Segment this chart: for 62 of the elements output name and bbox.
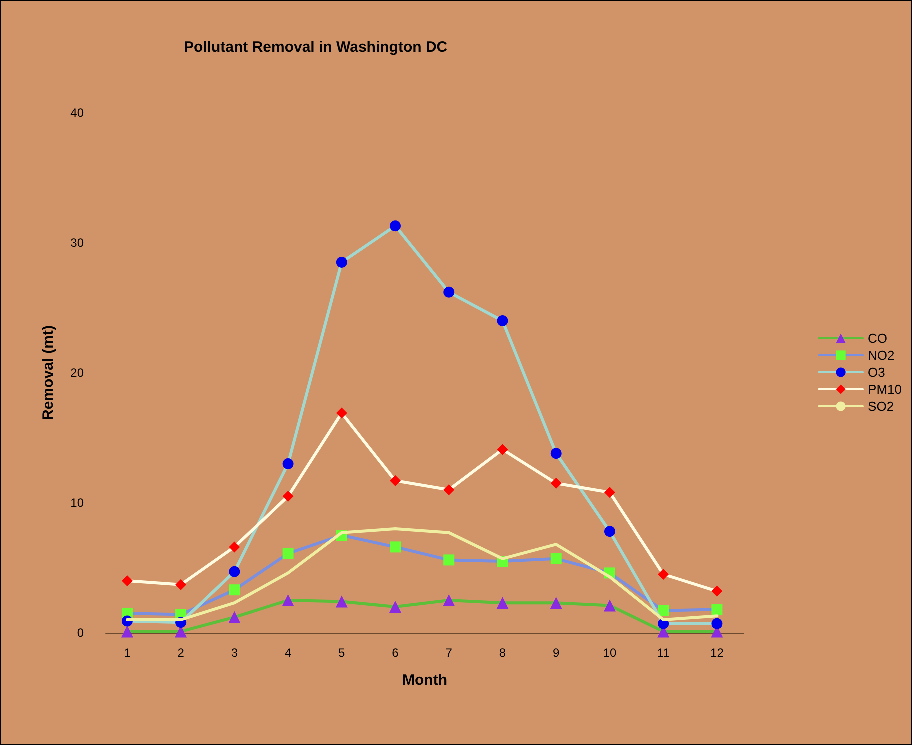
y-axis-title: Removal (mt)	[40, 325, 57, 421]
point	[282, 594, 294, 606]
point	[390, 475, 402, 486]
legend-label: NO2	[868, 348, 895, 363]
point	[712, 604, 723, 616]
point	[443, 594, 456, 606]
x-tick-label: 10	[603, 646, 617, 660]
y-tick-label: 20	[70, 366, 84, 380]
x-tick-label: 12	[710, 646, 724, 660]
point	[604, 600, 616, 612]
point	[282, 548, 294, 560]
point	[336, 257, 348, 268]
x-tick-label: 4	[284, 646, 292, 660]
y-tick-label: 30	[70, 236, 84, 250]
point	[712, 618, 723, 630]
x-tick-label: 8	[499, 646, 506, 660]
point	[444, 554, 455, 566]
point	[229, 542, 240, 553]
point	[229, 566, 240, 578]
point	[121, 626, 134, 638]
chart-title: Pollutant Removal in Washington DC	[184, 39, 448, 56]
point	[390, 601, 402, 613]
legend-label: CO	[868, 331, 888, 346]
legend-label: PM10	[868, 382, 902, 397]
x-tick-label: 3	[231, 646, 238, 660]
legend-label: SO2	[868, 399, 894, 414]
point	[444, 484, 455, 496]
point	[229, 584, 240, 596]
point	[550, 553, 562, 564]
point	[550, 448, 562, 460]
point	[336, 596, 348, 608]
point	[444, 286, 455, 298]
point	[497, 316, 508, 326]
point	[390, 220, 402, 232]
point	[550, 478, 562, 489]
point	[497, 444, 508, 456]
x-tick-label: 11	[657, 646, 670, 660]
point	[604, 526, 616, 538]
point	[550, 597, 562, 610]
point	[122, 576, 133, 586]
point	[282, 491, 294, 502]
point	[176, 579, 187, 590]
x-tick-label: 2	[178, 646, 185, 660]
y-tick-label: 0	[77, 626, 84, 640]
point	[390, 542, 402, 553]
point	[496, 597, 509, 610]
x-tick-label: 6	[392, 646, 400, 660]
point	[712, 586, 723, 597]
point	[658, 605, 670, 616]
point	[282, 458, 294, 470]
x-tick-label: 5	[338, 646, 346, 660]
point	[228, 611, 241, 624]
x-tick-label: 1	[124, 646, 132, 660]
x-axis-title: Month	[402, 672, 448, 689]
y-tick-label: 40	[70, 106, 84, 120]
x-tick-label: 9	[553, 646, 560, 660]
point	[658, 569, 670, 580]
point	[336, 408, 348, 419]
legend-label: O3	[868, 365, 886, 380]
point	[604, 487, 616, 498]
x-tick-label: 7	[446, 646, 453, 660]
y-tick-label: 10	[70, 496, 84, 510]
